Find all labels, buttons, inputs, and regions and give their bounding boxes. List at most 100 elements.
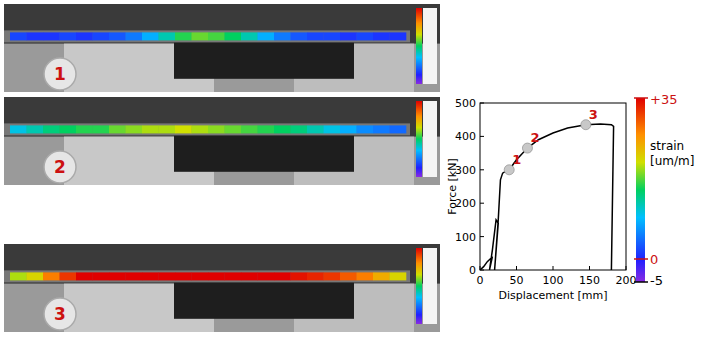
strain-segment [60, 125, 77, 133]
photo-legend-labels [423, 101, 437, 177]
strain-segment [109, 272, 126, 280]
strain-segment [307, 272, 324, 280]
strain-segment [208, 125, 225, 133]
strain-segment [60, 272, 77, 280]
strain-segment [274, 272, 291, 280]
strain-segment [390, 125, 407, 133]
strain-segment [27, 32, 44, 40]
strain-segment [126, 125, 143, 133]
strain-segment [390, 272, 407, 280]
strain-segment [340, 272, 357, 280]
strain-segment [373, 32, 390, 40]
strain-panel: 1 [4, 4, 440, 92]
strain-segment [159, 32, 176, 40]
strain-segment [93, 272, 110, 280]
strain-segment [43, 272, 60, 280]
strain-segment [43, 125, 60, 133]
chart: 0100200300400500050100150200Displacement… [446, 97, 637, 302]
strain-segment [357, 272, 374, 280]
strain-segment [10, 32, 27, 40]
beam [4, 270, 410, 282]
strain-segment [274, 32, 291, 40]
strain-segment [357, 32, 374, 40]
strain-segment [159, 125, 176, 133]
y-tick [480, 136, 484, 137]
colorbar: +350-5strain[um/m] [634, 92, 694, 288]
data-group [480, 120, 614, 270]
strain-segment [109, 125, 126, 133]
strain-segment [373, 272, 390, 280]
y-tick-label: 0 [469, 264, 476, 277]
photo-background [4, 4, 440, 92]
strain-segment [142, 32, 159, 40]
annotation-label: 1 [512, 152, 521, 167]
y-tick-label: 400 [455, 130, 476, 143]
x-axis-title: Displacement [mm] [498, 289, 607, 302]
beam [4, 30, 410, 42]
colorbar-tick [634, 281, 648, 283]
strain-segment [241, 32, 258, 40]
strain-segment [192, 272, 209, 280]
strain-segment [175, 272, 192, 280]
strain-segment [60, 32, 77, 40]
y-tick [480, 203, 484, 204]
strain-segment [390, 32, 407, 40]
strain-segment [357, 125, 374, 133]
strain-segment [10, 272, 27, 280]
strain-segment [208, 32, 225, 40]
y-tick [480, 236, 484, 237]
photo-background [4, 97, 440, 185]
strain-segment [43, 32, 60, 40]
strain-segment [258, 125, 275, 133]
strain-segment [291, 272, 308, 280]
x-tick [516, 266, 517, 270]
x-tick-label: 150 [579, 274, 600, 287]
strain-segment [258, 272, 275, 280]
colorbar-tick [634, 258, 648, 260]
strain-segment [340, 32, 357, 40]
strain-segment [175, 125, 192, 133]
strain-segment [258, 32, 275, 40]
x-tick-label: 0 [477, 274, 484, 287]
strain-panel: 2 [4, 97, 440, 185]
photo-legend [416, 101, 422, 177]
colorbar-title-line: strain [650, 139, 684, 153]
strain-segment [159, 272, 176, 280]
x-tick-label: 50 [510, 274, 524, 287]
panel-label: 3 [54, 304, 66, 324]
strain-segment [274, 125, 291, 133]
strain-segment [93, 32, 110, 40]
force-curve [480, 124, 614, 270]
colorbar-tick [634, 97, 648, 99]
photo-legend-labels [423, 248, 437, 324]
photo-legend [416, 8, 422, 84]
colorbar-title: strain[um/m] [650, 139, 694, 168]
colorbar-bar [636, 98, 645, 282]
panel-label-circle [44, 58, 76, 90]
photo-legend [416, 248, 422, 324]
colorbar-tick-label: -5 [650, 273, 663, 288]
annotation-label: 3 [589, 107, 598, 122]
x-tick [553, 266, 554, 270]
panel-label-circle [44, 298, 76, 330]
x-tick-label: 200 [616, 274, 637, 287]
y-tick [480, 103, 484, 104]
strain-segment [126, 272, 143, 280]
strain-segment [27, 272, 44, 280]
panel-label: 2 [54, 157, 66, 177]
strain-segment [241, 272, 258, 280]
strain-segment [192, 125, 209, 133]
strain-segment [142, 272, 159, 280]
beam [4, 123, 410, 135]
strain-segment [373, 125, 390, 133]
y-axis-title: Force [kN] [446, 158, 459, 214]
strain-segment [76, 272, 93, 280]
strain-segment [241, 125, 258, 133]
strain-segment [307, 125, 324, 133]
strain-segment [27, 125, 44, 133]
x-tick-label: 100 [543, 274, 564, 287]
strain-segment [142, 125, 159, 133]
strain-segment [291, 125, 308, 133]
colorbar-title-line: [um/m] [650, 154, 694, 168]
strain-segment [225, 272, 242, 280]
